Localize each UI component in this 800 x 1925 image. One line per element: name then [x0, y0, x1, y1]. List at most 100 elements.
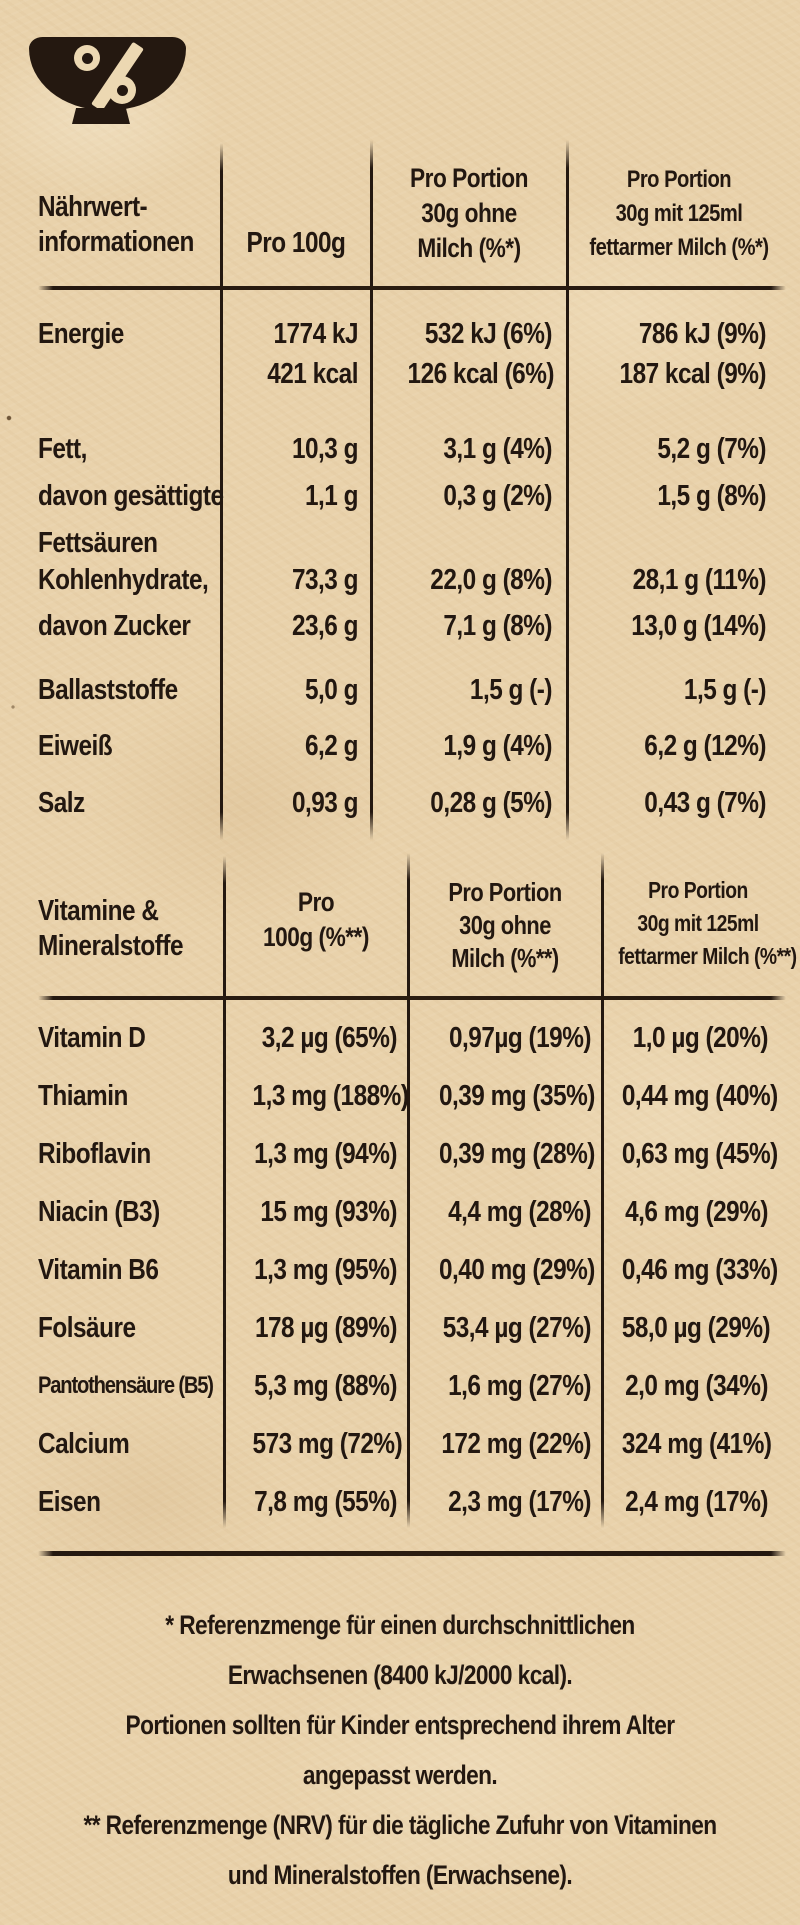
- value-per-100g: 1,3 mg (188%): [252, 1080, 409, 1112]
- value-per-portion-no-milk: 4,4 mg (28%): [448, 1196, 591, 1228]
- value-per-portion-with-milk: 1,0 µg (20%): [632, 1022, 769, 1054]
- cell-line: Energie: [38, 318, 124, 350]
- cell-line: 421 kcal: [267, 358, 358, 390]
- percent-top-circle: [74, 45, 100, 71]
- value-per-portion-with-milk: 6,2 g (12%): [608, 724, 766, 768]
- vitamins-col-divider-2: [407, 853, 410, 1528]
- value-per-portion-with-milk: 0,44 mg (40%): [621, 1080, 778, 1112]
- value-per-portion-with-milk: 0,63 mg (45%): [621, 1138, 778, 1170]
- cell-line: 532 kJ (6%): [424, 318, 553, 350]
- bowl-percent-icon: [29, 37, 186, 127]
- row-label: Folsäure: [38, 1312, 136, 1344]
- footnote-line: * Referenzmenge für einen durchschnittli…: [165, 1610, 635, 1640]
- cell-line: 5,2 g (7%): [657, 433, 766, 465]
- value-per-portion-no-milk: 0,97µg (19%): [448, 1022, 592, 1054]
- row-label: Calcium: [38, 1428, 130, 1460]
- value-per-portion-no-milk: 1,5 g (-): [408, 668, 553, 712]
- vitamins-col-divider-3: [601, 853, 604, 1528]
- bowl-foot-shape: [72, 108, 130, 124]
- cell-line: 1,5 g (-): [469, 674, 553, 706]
- footnote-rule: [38, 1551, 786, 1556]
- cell-line: 0,3 g (2%): [443, 480, 552, 512]
- cell-line: 1774 kJ: [273, 318, 358, 350]
- row-label: Kohlenhydrate, davon Zucker: [38, 557, 209, 649]
- cell-line: 1,5 g (8%): [657, 480, 766, 512]
- cell-line: Fett,: [38, 433, 87, 465]
- cell-line: 0,28 g (5%): [430, 787, 552, 819]
- value-per-portion-with-milk: 4,6 mg (29%): [625, 1196, 768, 1228]
- value-per-portion-with-milk: 28,1 g (11%) 13,0 g (14%): [608, 557, 766, 649]
- nutrition-header-rule: [38, 286, 786, 290]
- percent-bottom-dot: [116, 84, 128, 96]
- value-per-portion-no-milk: 0,39 mg (35%): [438, 1080, 595, 1112]
- value-per-100g: 1,3 mg (95%): [254, 1254, 397, 1286]
- value-per-portion-no-milk: 0,40 mg (29%): [438, 1254, 595, 1286]
- value-per-100g: 178 µg (89%): [254, 1312, 398, 1344]
- row-label: Ballaststoffe: [38, 668, 191, 712]
- value-per-portion-no-milk: 1,6 mg (27%): [448, 1370, 591, 1402]
- vit-col-header-per-100g: Pro 100g (%**): [263, 887, 369, 952]
- cell-line: davon Zucker: [38, 610, 191, 642]
- cell-line: Ballaststoffe: [38, 674, 178, 706]
- row-label: Salz: [38, 781, 191, 825]
- col-header-portion-with-milk: Pro Portion 30g mit 125ml fettarmer Milc…: [589, 166, 769, 261]
- footnote-line: ** Referenzmenge (NRV) für die tägliche …: [83, 1810, 717, 1840]
- cell-line: 7,1 g (8%): [443, 610, 552, 642]
- value-per-portion-with-milk: 2,0 mg (34%): [625, 1370, 768, 1402]
- row-label: Riboflavin: [38, 1138, 151, 1170]
- cell-line: 187 kcal (9%): [619, 358, 767, 390]
- bowl-body-shape: [29, 37, 186, 112]
- value-per-portion-no-milk: 532 kJ (6%) 126 kcal (6%): [407, 314, 555, 394]
- value-per-100g: 6,2 g: [244, 724, 359, 768]
- row-label: Vitamin B6: [38, 1254, 159, 1286]
- value-per-portion-with-milk: 5,2 g (7%) 1,5 g (8%): [608, 426, 766, 520]
- value-per-100g: 7,8 mg (55%): [254, 1486, 397, 1518]
- value-per-portion-no-milk: 3,1 g (4%) 0,3 g (2%): [408, 426, 552, 520]
- value-per-100g: 1,3 mg (94%): [254, 1138, 397, 1170]
- percent-top-dot: [81, 52, 93, 64]
- footnote-line: Portionen sollten für Kinder entsprechen…: [125, 1710, 676, 1740]
- value-per-portion-no-milk: 0,39 mg (28%): [438, 1138, 595, 1170]
- value-per-100g: 10,3 g 1,1 g: [244, 426, 359, 520]
- cell-line: 6,2 g: [305, 730, 359, 762]
- footnote-line: und Mineralstoffen (Erwachsene).: [227, 1860, 573, 1890]
- cell-line: 3,1 g (4%): [443, 433, 552, 465]
- cell-line: 0,43 g (7%): [644, 787, 766, 819]
- cell-line: 1,5 g (-): [683, 674, 767, 706]
- cell-line: Eiweiß: [38, 730, 113, 762]
- value-per-100g: 0,93 g: [244, 781, 359, 825]
- nutrition-col-divider-2: [370, 140, 373, 840]
- value-per-portion-no-milk: 1,9 g (4%): [408, 724, 552, 768]
- value-per-100g: 3,2 µg (65%): [261, 1022, 398, 1054]
- value-per-100g: 5,0 g: [244, 668, 359, 712]
- row-label: Fett, davon gesättigte Fettsäuren: [38, 426, 224, 567]
- row-label: Pantothensäure (B5): [38, 1372, 214, 1399]
- vitamins-table-title: Vitamine & Mineralstoffe: [38, 895, 184, 962]
- value-per-portion-with-milk: 0,43 g (7%): [608, 781, 766, 825]
- cell-line: 1,1 g: [305, 480, 359, 512]
- cell-line: 28,1 g (11%): [632, 564, 767, 596]
- cell-line: 5,0 g: [305, 674, 359, 706]
- cell-line: 13,0 g (14%): [631, 610, 766, 642]
- value-per-portion-no-milk: 0,28 g (5%): [408, 781, 552, 825]
- value-per-portion-with-milk: 1,5 g (-): [608, 668, 767, 712]
- value-per-100g: 73,3 g 23,6 g: [244, 557, 359, 649]
- cell-line: 126 kcal (6%): [407, 358, 555, 390]
- value-per-portion-with-milk: 0,46 mg (33%): [621, 1254, 778, 1286]
- cell-line: 786 kJ (9%): [638, 318, 767, 350]
- cell-line: Kohlenhydrate,: [38, 564, 209, 596]
- cell-line: 10,3 g: [291, 433, 359, 465]
- cell-line: 1,9 g (4%): [443, 730, 552, 762]
- cell-line: 6,2 g (12%): [644, 730, 766, 762]
- nutrition-col-divider-1: [220, 143, 223, 840]
- value-per-100g: 1774 kJ 421 kcal: [244, 314, 358, 394]
- vitamins-col-divider-1: [223, 856, 226, 1528]
- footnote-line: angepasst werden.: [302, 1760, 498, 1790]
- row-label: Eiweiß: [38, 724, 191, 768]
- value-per-portion-with-milk: 786 kJ (9%) 187 kcal (9%): [608, 314, 767, 394]
- vitamins-header-rule: [38, 996, 786, 1000]
- row-label: Niacin (B3): [38, 1196, 160, 1228]
- row-label: Eisen: [38, 1486, 101, 1518]
- col-header-portion-no-milk: Pro Portion 30g ohne Milch (%*): [410, 163, 528, 263]
